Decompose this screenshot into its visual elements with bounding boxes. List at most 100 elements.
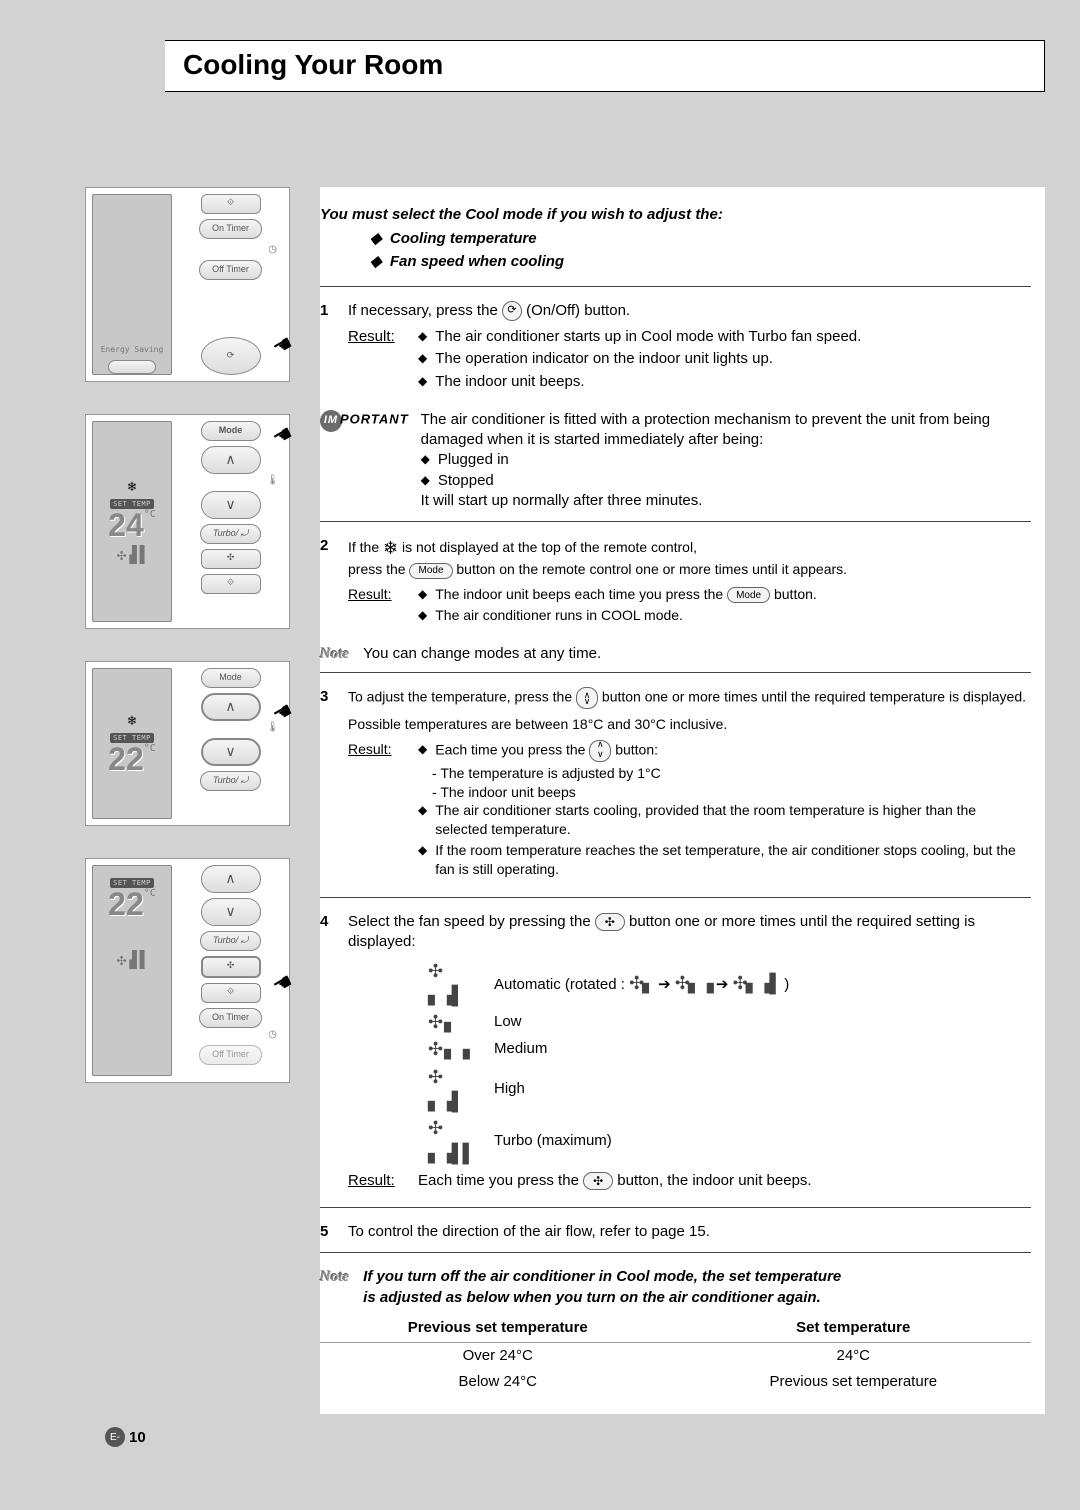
step3-range: Possible temperatures are between 18°C a… <box>348 715 1031 734</box>
cell: 24°C <box>676 1346 1032 1366</box>
separator <box>320 286 1031 287</box>
temp-down-button: ∨ <box>201 491 261 519</box>
step-4: 4 Select the fan speed by pressing the ✣… <box>320 912 1031 1197</box>
swing-button: ⟐ <box>201 983 261 1003</box>
lcd-temperature: 24 <box>108 507 144 543</box>
cell: Below 24°C <box>320 1372 676 1392</box>
fan-label: Low <box>494 1012 522 1032</box>
fan-glyph-icon: ✣ ▖▗▌ <box>428 959 478 1008</box>
remote-buttons: Mode ∧ 🌡 ∨ Turbo/ ⤾ ✣ ⟐ <box>178 421 283 622</box>
page-title: Cooling Your Room <box>183 49 1044 81</box>
temp-up-button: ∧ <box>201 865 261 893</box>
result-bullet: The air conditioner starts up in Cool mo… <box>418 327 1031 347</box>
step3-text: To adjust the temperature, press the ∧∨ … <box>348 687 1031 709</box>
manual-page: Cooling Your Room Energy Saving ⟐ On Tim… <box>0 0 1080 1510</box>
up-down-icon: ∧∨ <box>589 740 611 762</box>
result-bullet: The indoor unit beeps each time you pres… <box>418 585 1031 604</box>
turbo-button: Turbo/ ⤾ <box>200 931 261 951</box>
mode-button: Mode <box>201 668 261 688</box>
temp-up-button: ∧ <box>201 693 261 721</box>
intro-bullet: ◆ Cooling temperature <box>370 229 1031 249</box>
on-timer-button: On Timer <box>199 1008 262 1028</box>
note-body: If you turn off the air conditioner in C… <box>363 1267 1031 1308</box>
fan-row: ✣ ▖ Low <box>428 1010 1031 1034</box>
step-number: 1 <box>320 301 336 400</box>
up-down-icon: ∧∨ <box>576 687 598 709</box>
energy-saving-label: Energy Saving <box>101 345 164 354</box>
swing-button: ⟐ <box>201 194 261 214</box>
fan-row: ✣ ▖▗▌▌ Turbo (maximum) <box>428 1116 1031 1165</box>
lcd-temperature: 22 <box>108 886 144 922</box>
intro-line: You must select the Cool mode if you wis… <box>320 205 1031 225</box>
lcd-unit: °C <box>144 509 156 520</box>
remote-3: ❄ SET TEMP 22°C Mode ∧ 🌡 ∨ Turbo/ ⤾ ☚ <box>85 661 290 826</box>
fan-glyph-icon: ✣ ▖▗▌▌ <box>428 1116 478 1165</box>
fan-icon: ✣ <box>595 913 625 931</box>
on-off-button: ⟳ <box>201 337 261 375</box>
step-number: 4 <box>320 912 336 1197</box>
result-row: Result: Each time you press the ∧∨ butto… <box>348 740 1031 881</box>
swing-button: ⟐ <box>201 574 261 594</box>
result-body: The indoor unit beeps each time you pres… <box>418 585 1031 627</box>
result-label: Result: <box>348 585 406 627</box>
step-5: 5 To control the direction of the air fl… <box>320 1222 1031 1242</box>
result-body: Each time you press the ✣ button, the in… <box>418 1171 1031 1191</box>
thermometer-icon: 🌡 <box>266 475 279 486</box>
separator <box>320 897 1031 898</box>
remote-lcd: SET TEMP 22°C ✣▗▌▌ <box>92 865 172 1076</box>
note-block: Note You can change modes at any time. <box>320 644 1031 664</box>
important-badge: IM <box>320 410 342 432</box>
remote-lcd: ❄ SET TEMP 22°C <box>92 668 172 819</box>
temperature-table: Previous set temperature Set temperature… <box>320 1318 1031 1396</box>
fan-label: Automatic (rotated : ✣▖ ➔ ✣▖▗ ➔ ✣▖▗▌ ) <box>494 971 789 995</box>
sub-dash: The temperature is adjusted by 1°C <box>432 764 1031 783</box>
result-label: Result: <box>348 740 406 881</box>
remote-lcd: ❄ SET TEMP 24°C ✣▗▌▌ <box>92 421 172 622</box>
remote-illustrations: Energy Saving ⟐ On Timer ◷ Off Timer ⟳ ☚ <box>85 187 290 1414</box>
on-timer-button: On Timer <box>199 219 262 239</box>
important-label: IMPORTANT <box>320 410 409 511</box>
fan-row: ✣ ▖▗ Medium <box>428 1037 1031 1061</box>
important-text: The air conditioner is fitted with a pro… <box>421 410 1031 451</box>
step4-text: Select the fan speed by pressing the ✣ b… <box>348 912 1031 953</box>
table-header: Previous set temperature Set temperature <box>320 1318 1031 1343</box>
sub-dash: The indoor unit beeps <box>432 783 1031 802</box>
page-number-value: 10 <box>129 1429 146 1446</box>
fan-icon: ✣ <box>583 1172 613 1190</box>
turbo-button: Turbo/ ⤾ <box>200 771 261 791</box>
result-label: Result: <box>348 1171 406 1191</box>
result-label: Result: <box>348 327 406 394</box>
result-body: Each time you press the ∧∨ button: The t… <box>418 740 1031 881</box>
result-row: Result: Each time you press the ✣ button… <box>348 1171 1031 1191</box>
remote-lcd: Energy Saving <box>92 194 172 375</box>
fan-glyph-icon: ✣ ▖▗▌ <box>428 1065 478 1114</box>
remote-1: Energy Saving ⟐ On Timer ◷ Off Timer ⟳ ☚ <box>85 187 290 382</box>
remote-buttons: Mode ∧ 🌡 ∨ Turbo/ ⤾ <box>178 668 283 819</box>
result-row: Result: The air conditioner starts up in… <box>348 327 1031 394</box>
fan-row: ✣ ▖▗▌ High <box>428 1065 1031 1114</box>
step1-text: If necessary, press the ⟳ (On/Off) butto… <box>348 301 1031 321</box>
separator <box>320 1252 1031 1253</box>
step2-text: If the ❄ is not displayed at the top of … <box>348 536 1031 579</box>
temp-down-button: ∨ <box>201 738 261 766</box>
snowflake-icon: ❄ <box>383 538 398 558</box>
step-2: 2 If the ❄ is not displayed at the top o… <box>320 536 1031 634</box>
intro-bullets: ◆ Cooling temperature ◆ Fan speed when c… <box>370 229 1031 272</box>
snowflake-icon: ❄ <box>128 479 136 495</box>
result-row: Result: The indoor unit beeps each time … <box>348 585 1031 627</box>
off-timer-button: Off Timer <box>199 1045 262 1065</box>
page-number: E- 10 <box>105 1427 146 1447</box>
title-bar: Cooling Your Room <box>165 40 1045 92</box>
fan-label: High <box>494 1079 525 1099</box>
col-header-prev: Previous set temperature <box>320 1318 676 1338</box>
mode-pill-icon: Mode <box>727 587 770 603</box>
result-bullet: If the room temperature reaches the set … <box>418 841 1031 879</box>
content-row: Energy Saving ⟐ On Timer ◷ Off Timer ⟳ ☚ <box>45 187 1045 1414</box>
result-bullet: The indoor unit beeps. <box>418 372 1031 392</box>
important-bullet: Plugged in <box>421 450 1031 470</box>
step-body: If necessary, press the ⟳ (On/Off) butto… <box>348 301 1031 400</box>
separator <box>320 521 1031 522</box>
result-bullet: Each time you press the ∧∨ button: <box>418 740 1031 762</box>
remote-2: ❄ SET TEMP 24°C ✣▗▌▌ Mode ∧ 🌡 ∨ Turbo/ ⤾… <box>85 414 290 629</box>
page-inner: Cooling Your Room Energy Saving ⟐ On Tim… <box>45 40 1045 1475</box>
